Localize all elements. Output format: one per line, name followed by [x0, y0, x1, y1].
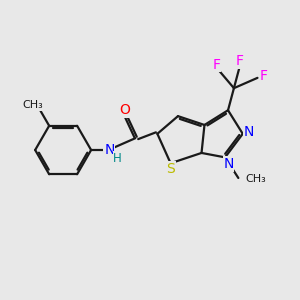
Text: CH₃: CH₃: [22, 100, 43, 110]
Text: N: N: [244, 125, 254, 139]
Text: F: F: [212, 58, 220, 72]
Text: H: H: [113, 152, 122, 165]
Text: O: O: [119, 103, 130, 117]
Text: CH₃: CH₃: [246, 174, 266, 184]
Text: N: N: [104, 143, 115, 157]
Text: N: N: [224, 157, 234, 171]
Text: F: F: [260, 68, 268, 83]
Text: S: S: [166, 162, 175, 176]
Text: F: F: [236, 54, 244, 68]
